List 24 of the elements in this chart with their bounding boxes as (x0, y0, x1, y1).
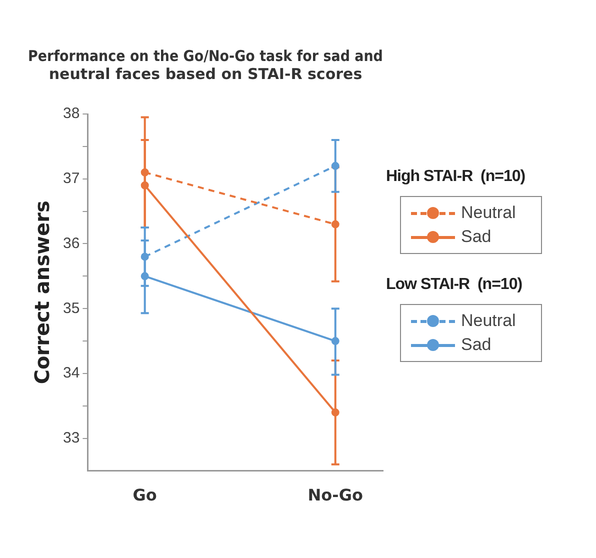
point (331, 337, 340, 346)
text: Low STAI-R (n=10) (386, 276, 524, 294)
x-tick-label: Go (132, 486, 157, 505)
point (140, 272, 149, 280)
legend-label: Sad (461, 227, 492, 247)
point (140, 252, 149, 261)
point (140, 168, 149, 176)
y-tick-label: 37 (62, 170, 80, 188)
legend-label: Neutral (461, 203, 516, 223)
point (331, 220, 340, 228)
point (140, 181, 149, 190)
y-tick-label: 33 (62, 430, 80, 447)
y-axis-title: Correct answers (30, 200, 54, 384)
y-tick-label: 35 (62, 300, 80, 317)
chart-title: Performance on the Go/No-Go task for sad and neutral faces based on STAI-R scores (28, 48, 383, 83)
x-tick-label: No-Go (308, 486, 363, 505)
text: High STAI-R (n=10) (386, 168, 526, 186)
y-tick-label: 36 (62, 234, 80, 252)
point (331, 408, 340, 416)
y-tick-label: 34 (62, 364, 80, 382)
point (331, 162, 340, 170)
y-tick-label: 38 (62, 105, 80, 122)
legend-label: Sad (461, 335, 492, 355)
legend-label: Neutral (461, 311, 516, 331)
